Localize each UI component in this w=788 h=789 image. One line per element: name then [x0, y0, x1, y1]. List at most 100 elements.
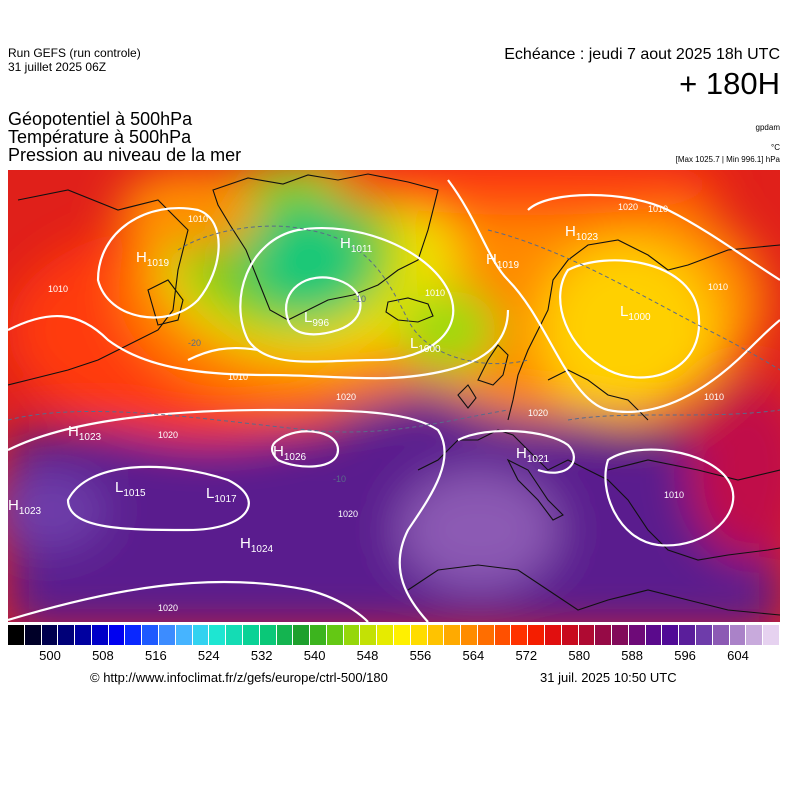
color-swatch — [511, 625, 529, 645]
scale-tick-label: 540 — [303, 648, 326, 663]
center-h-1023-southwest: H1023 — [8, 497, 42, 517]
color-swatch — [41, 625, 59, 645]
color-swatch — [159, 625, 176, 645]
color-swatch — [628, 625, 646, 645]
color-swatch — [679, 625, 697, 645]
unit-geopotential: gpdam — [755, 123, 780, 132]
center-h-1019-east: H1019 — [486, 251, 520, 271]
color-swatch — [343, 625, 361, 645]
center-l-996: L996 — [304, 309, 329, 329]
scale-tick-label: 564 — [462, 648, 485, 663]
weather-map: H1019 H1011 H1023 H1019 L996 L1000 L1000… — [8, 170, 780, 622]
color-swatch — [226, 625, 243, 645]
color-swatch — [8, 625, 25, 645]
isobar-label: 1010 — [188, 214, 208, 224]
color-swatch — [545, 625, 562, 645]
color-swatch — [108, 625, 126, 645]
field-temperature: Température à 500hPa — [8, 127, 192, 147]
run-date: 31 juillet 2025 06Z — [8, 60, 107, 74]
field-geopotential: Géopotentiel à 500hPa — [8, 109, 193, 129]
scale-tick-label: 572 — [515, 648, 538, 663]
color-swatch — [696, 625, 713, 645]
color-swatch — [242, 625, 260, 645]
color-swatch — [58, 625, 76, 645]
color-swatch — [259, 625, 277, 645]
color-swatch — [209, 625, 227, 645]
isobar-label: 1020 — [158, 430, 178, 440]
center-l-1000-iceland: L1000 — [410, 335, 441, 355]
temp-label: -10 — [353, 294, 366, 304]
isobar-label: 1010 — [704, 392, 724, 402]
isobar-label: 1010 — [708, 282, 728, 292]
pressure-centers: H1019 H1011 H1023 H1019 L996 L1000 L1000… — [8, 223, 651, 555]
color-swatch — [746, 625, 764, 645]
center-l-1000-baltic: L1000 — [620, 303, 651, 323]
pressure-range: [Max 1025.7 | Min 996.1] hPa — [675, 155, 780, 164]
color-swatch — [24, 625, 42, 645]
isobar-label: 1010 — [228, 372, 248, 382]
isobar-label: 1010 — [664, 490, 684, 500]
color-swatch — [729, 625, 747, 645]
isobar-labels: 1010 1010 1010 1010 1010 1010 1020 1020 … — [48, 202, 728, 613]
isobar-label: 1020 — [336, 392, 356, 402]
scale-tick-label: 556 — [409, 648, 432, 663]
color-swatch — [142, 625, 160, 645]
color-swatch — [75, 625, 92, 645]
scale-tick-label: 524 — [197, 648, 220, 663]
credit-url: © http://www.infoclimat.fr/z/gefs/europe… — [90, 670, 388, 685]
units-legend: gpdam °C [Max 1025.7 | Min 996.1] hPa — [676, 122, 780, 166]
color-swatch — [561, 625, 579, 645]
isobar-label: 1010 — [648, 204, 668, 214]
scale-tick-label: 580 — [568, 648, 591, 663]
color-swatch — [612, 625, 629, 645]
color-swatch — [595, 625, 613, 645]
scale-tick-label: 548 — [356, 648, 379, 663]
color-swatch — [427, 625, 445, 645]
unit-temperature: °C — [771, 143, 780, 152]
generation-time: 31 juil. 2025 10:50 UTC — [540, 670, 677, 685]
scale-tick-label: 532 — [250, 648, 273, 663]
scale-tick-label: 588 — [621, 648, 643, 663]
color-swatch — [377, 625, 394, 645]
color-swatch — [326, 625, 344, 645]
color-swatch — [461, 625, 478, 645]
field-titles: Géopotentiel à 500hPa Température à 500h… — [8, 110, 241, 164]
center-h-1011: H1011 — [340, 235, 373, 255]
isobar-label: 1020 — [158, 603, 178, 613]
color-swatch — [125, 625, 143, 645]
isobars — [8, 179, 780, 622]
color-swatch — [645, 625, 663, 645]
color-swatch — [310, 625, 327, 645]
temperature-contours — [8, 225, 780, 433]
center-h-1021: H1021 — [516, 445, 550, 465]
isobar-label: 1020 — [528, 408, 548, 418]
color-swatch — [293, 625, 311, 645]
center-h-1026: H1026 — [273, 443, 307, 463]
valid-time: Echéance : jeudi 7 aout 2025 18h UTC — [504, 46, 780, 63]
lead-time: + 180H — [679, 66, 780, 101]
temp-label: -10 — [333, 474, 346, 484]
scale-tick-label: 596 — [674, 648, 696, 663]
temp-label: -20 — [188, 338, 201, 348]
scale-tick-label: 508 — [92, 648, 114, 663]
color-scale — [8, 625, 780, 645]
center-l-1017: L1017 — [206, 485, 237, 505]
geopotential-field — [8, 170, 780, 622]
color-swatch — [192, 625, 210, 645]
isobar-label: 1020 — [338, 509, 358, 519]
color-swatch — [477, 625, 495, 645]
color-swatch — [276, 625, 294, 645]
color-swatch — [763, 625, 780, 645]
map-canvas: H1019 H1011 H1023 H1019 L996 L1000 L1000… — [8, 170, 780, 622]
isobar-label: 1010 — [425, 288, 445, 298]
isobar-label: 1010 — [48, 284, 68, 294]
color-scale-ticks: 500 508 516 524 532 540 548 556 564 572 580 588 596 6… — [8, 648, 780, 666]
coastlines — [8, 173, 780, 616]
center-h-1024: H1024 — [240, 535, 274, 555]
isobar-label: 1020 — [618, 202, 638, 212]
color-swatch — [662, 625, 680, 645]
color-swatch — [175, 625, 193, 645]
color-swatch — [578, 625, 596, 645]
temperature-labels: -20 -10 -10 — [188, 294, 366, 484]
color-swatch — [528, 625, 545, 645]
